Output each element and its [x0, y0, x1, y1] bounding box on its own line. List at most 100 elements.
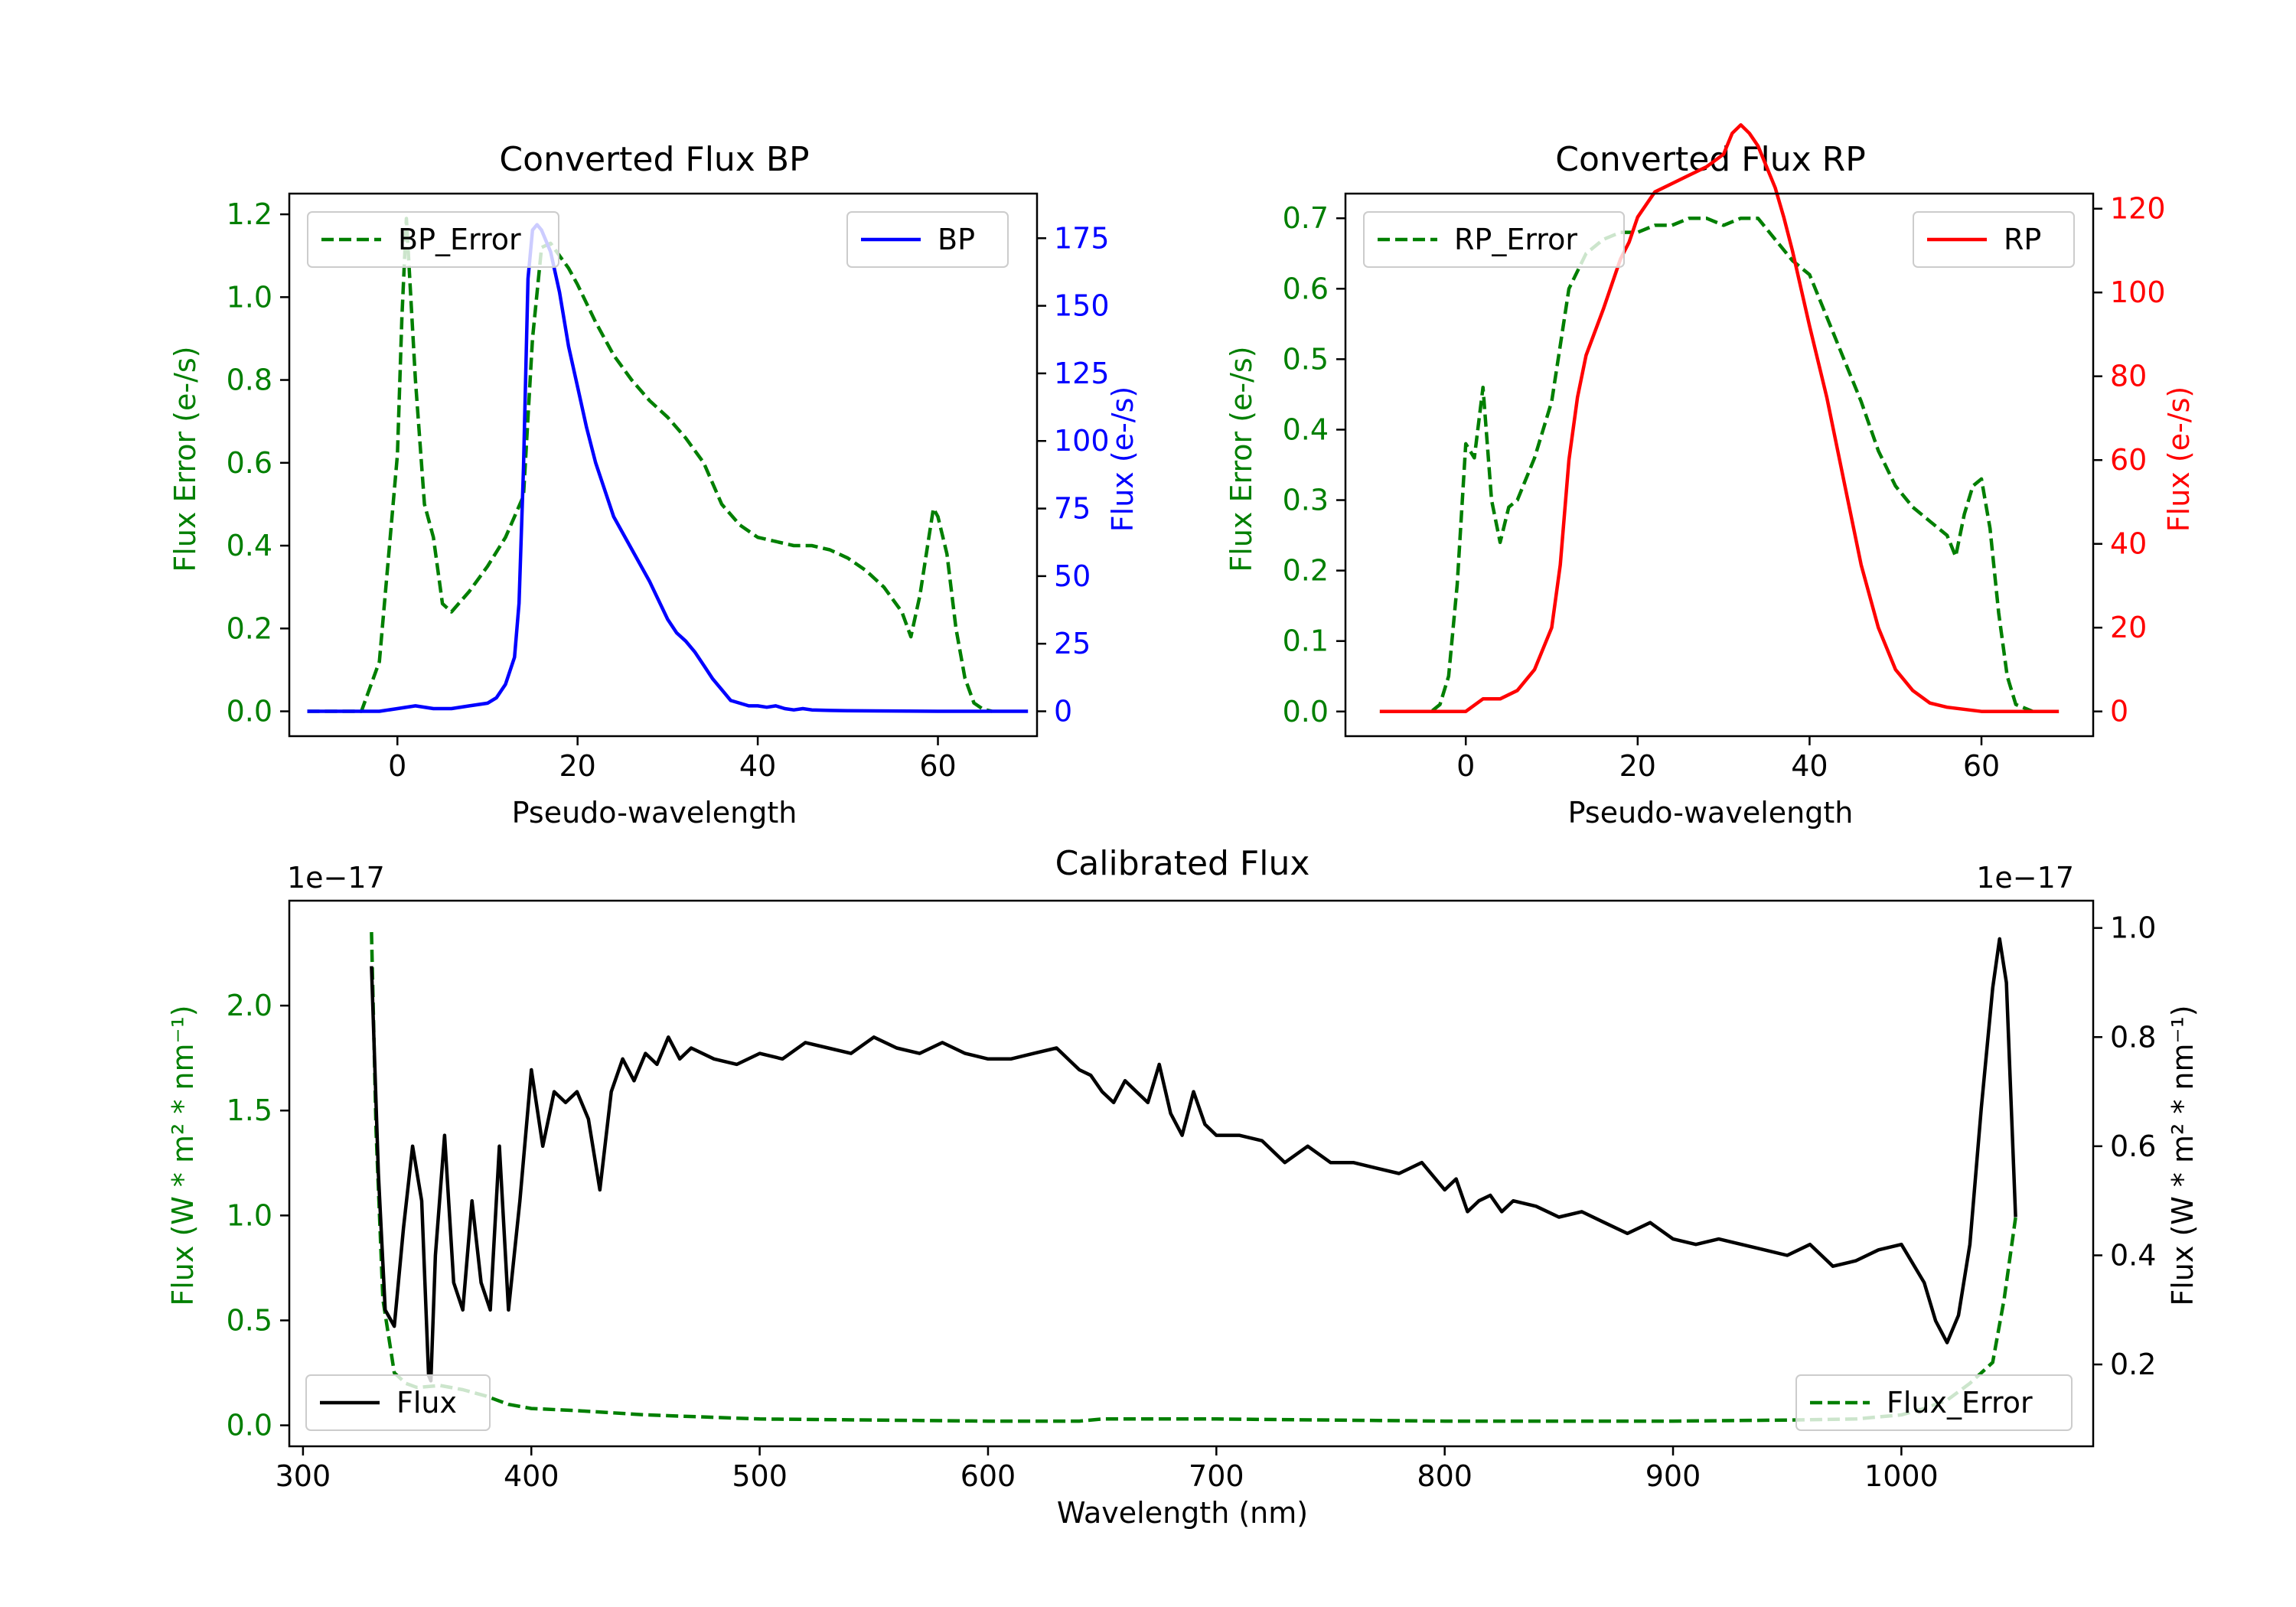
bp-y2-tick-label: 50: [1054, 559, 1091, 593]
cal-panel: Calibrated Flux 1e−17 1e−17 300 400 500 600…: [166, 844, 2200, 1530]
bp-x-tick-label: 60: [919, 749, 956, 783]
rp-ylabel: Flux Error (e-/s): [1225, 346, 1258, 572]
bp-y-tick-label: 0.2: [227, 611, 272, 645]
bp-y-tick-label: 1.0: [227, 280, 272, 314]
rp-xlabel: Pseudo-wavelength: [1568, 796, 1854, 830]
bp-y2label: Flux (e-/s): [1106, 386, 1140, 532]
rp-legend-box: [1913, 211, 2075, 268]
cal-legend-box: [1795, 1374, 2073, 1431]
cal-x-tick-label: 700: [1189, 1459, 1244, 1493]
cal-y2-tick-label: 0.2: [2110, 1348, 2156, 1381]
bp-series-bp-error-line: [307, 217, 993, 713]
cal-legend-label: Flux_Error: [1887, 1386, 2033, 1420]
cal-y-tick-label: 1.5: [227, 1094, 272, 1127]
rp-legend-box: [1363, 211, 1625, 268]
rp-plot-area: 0 20 40 60 0.0 0.1 0.2 0.3 0.4 0.5 0.6 0.7 0 20 40 60 80…: [1283, 122, 2166, 783]
bp-axes-frame: [288, 192, 1039, 738]
cal-axes-frame: [288, 899, 2095, 1448]
cal-legend-label: Flux: [396, 1386, 457, 1420]
rp-legend-label: RP_Error: [1454, 223, 1577, 256]
bp-ylabel: Flux Error (e-/s): [168, 346, 202, 572]
cal-y2-tick-label: 0.8: [2110, 1020, 2156, 1054]
rp-axes-frame: [1344, 192, 2095, 738]
bp-title: Converted Flux BP: [499, 140, 809, 179]
cal-x-tick-label: 1000: [1864, 1459, 1939, 1493]
rp-x-tick-label: 40: [1791, 749, 1828, 783]
rp-series-rp-error-line: [1379, 216, 2060, 714]
cal-title: Calibrated Flux: [1055, 844, 1310, 883]
cal-offset-left: 1e−17: [287, 861, 385, 895]
bp-x-tick-label: 40: [739, 749, 776, 783]
rp-legend-rp-error: RP_Error: [1363, 211, 1625, 268]
rp-y2-tick-label: 80: [2110, 360, 2147, 393]
cal-plot-area: 300 400 500 600 700 800 900 1000 0.0 0.5 1.0 1.5 2.0…: [227, 899, 2156, 1493]
bp-y2-tick-label: 125: [1054, 357, 1110, 390]
rp-y-tick-label: 0.3: [1283, 484, 1329, 517]
rp-legend-rp: RP: [1913, 211, 2075, 268]
cal-legend-box: [305, 1374, 491, 1431]
rp-series-rp-line: [1379, 122, 2060, 713]
bp-xlabel: Pseudo-wavelength: [512, 796, 797, 830]
bp-legend-box: [846, 211, 1009, 268]
bp-legend-bp: BP: [846, 211, 1009, 268]
cal-y2-tick-label: 0.6: [2110, 1129, 2156, 1163]
cal-x-tick-label: 300: [276, 1459, 331, 1493]
cal-y-tick-label: 0.0: [227, 1409, 272, 1442]
rp-y-tick-label: 0.7: [1283, 201, 1329, 235]
rp-y-tick-label: 0.4: [1283, 412, 1329, 446]
rp-y-tick-label: 0.1: [1283, 624, 1329, 658]
cal-legend-flux: Flux: [305, 1374, 491, 1431]
rp-y2-tick-label: 40: [2110, 527, 2147, 561]
bp-panel: Converted Flux BP 0 20 40 60 0.0 0.2 0.4 0.6 0.8…: [168, 140, 1140, 830]
cal-xlabel: Wavelength (nm): [1057, 1496, 1308, 1530]
bp-legend-label: BP: [938, 223, 975, 256]
bp-legend-box: [307, 211, 559, 268]
rp-y-tick-label: 0.2: [1283, 554, 1329, 588]
rp-x-tick-label: 60: [1963, 749, 2000, 783]
rp-y2-tick-label: 60: [2110, 443, 2147, 477]
cal-y2-tick-label: 0.4: [2110, 1238, 2156, 1272]
bp-y2-tick-label: 150: [1054, 289, 1110, 323]
rp-title: Converted Flux RP: [1555, 140, 1866, 179]
cal-x-tick-label: 800: [1417, 1459, 1473, 1493]
rp-y2-tick-label: 0: [2110, 695, 2128, 729]
cal-x-tick-label: 900: [1645, 1459, 1701, 1493]
cal-y-tick-label: 0.5: [227, 1303, 272, 1337]
cal-y-tick-label: 2.0: [227, 989, 272, 1022]
rp-y-tick-label: 0.5: [1283, 342, 1329, 376]
cal-y2-tick-label: 1.0: [2110, 911, 2156, 945]
cal-y2label: Flux (W * m² * nm⁻¹): [2166, 1005, 2200, 1305]
rp-x-tick-label: 20: [1619, 749, 1656, 783]
cal-series-flux-line: [370, 937, 2017, 1383]
bp-y-tick-label: 0.4: [227, 529, 272, 562]
rp-legend-label: RP: [2004, 223, 2041, 256]
rp-y-tick-label: 0.6: [1283, 272, 1329, 305]
rp-panel: Converted Flux RP 0 20 40 60 0.0 0.1 0.2 0.3 0.4…: [1225, 122, 2196, 830]
bp-y2-tick-label: 25: [1054, 627, 1091, 660]
bp-y-tick-label: 0.8: [227, 363, 272, 397]
cal-x-tick-label: 400: [504, 1459, 559, 1493]
bp-legend-bp-error: BP_Error: [307, 211, 559, 268]
bp-legend-label: BP_Error: [398, 223, 521, 256]
bp-y2-tick-label: 75: [1054, 492, 1091, 526]
bp-x-tick-label: 0: [388, 749, 406, 783]
bp-y2-tick-label: 100: [1054, 424, 1110, 458]
bp-y-tick-label: 1.2: [227, 197, 272, 231]
cal-offset-right: 1e−17: [1976, 861, 2074, 895]
bp-y2-tick-label: 0: [1054, 694, 1072, 728]
rp-y2-tick-label: 100: [2110, 275, 2166, 309]
cal-y-tick-label: 1.0: [227, 1198, 272, 1232]
rp-y-tick-label: 0.0: [1283, 695, 1329, 729]
cal-legend-flux-error: Flux_Error: [1795, 1374, 2073, 1431]
cal-x-tick-label: 500: [732, 1459, 788, 1493]
bp-y-tick-label: 0.0: [227, 695, 272, 729]
bp-x-tick-label: 20: [559, 749, 595, 783]
cal-x-tick-label: 600: [960, 1459, 1016, 1493]
rp-y2-tick-label: 20: [2110, 611, 2147, 644]
rp-x-tick-label: 0: [1456, 749, 1475, 783]
bp-plot-area: 0 20 40 60 0.0 0.2 0.4 0.6 0.8 1.0 1.2 0 25 50 75 100 12…: [227, 192, 1110, 783]
bp-y-tick-label: 0.6: [227, 446, 272, 480]
rp-y2-tick-label: 120: [2110, 192, 2166, 226]
bp-y2-tick-label: 175: [1054, 221, 1110, 255]
